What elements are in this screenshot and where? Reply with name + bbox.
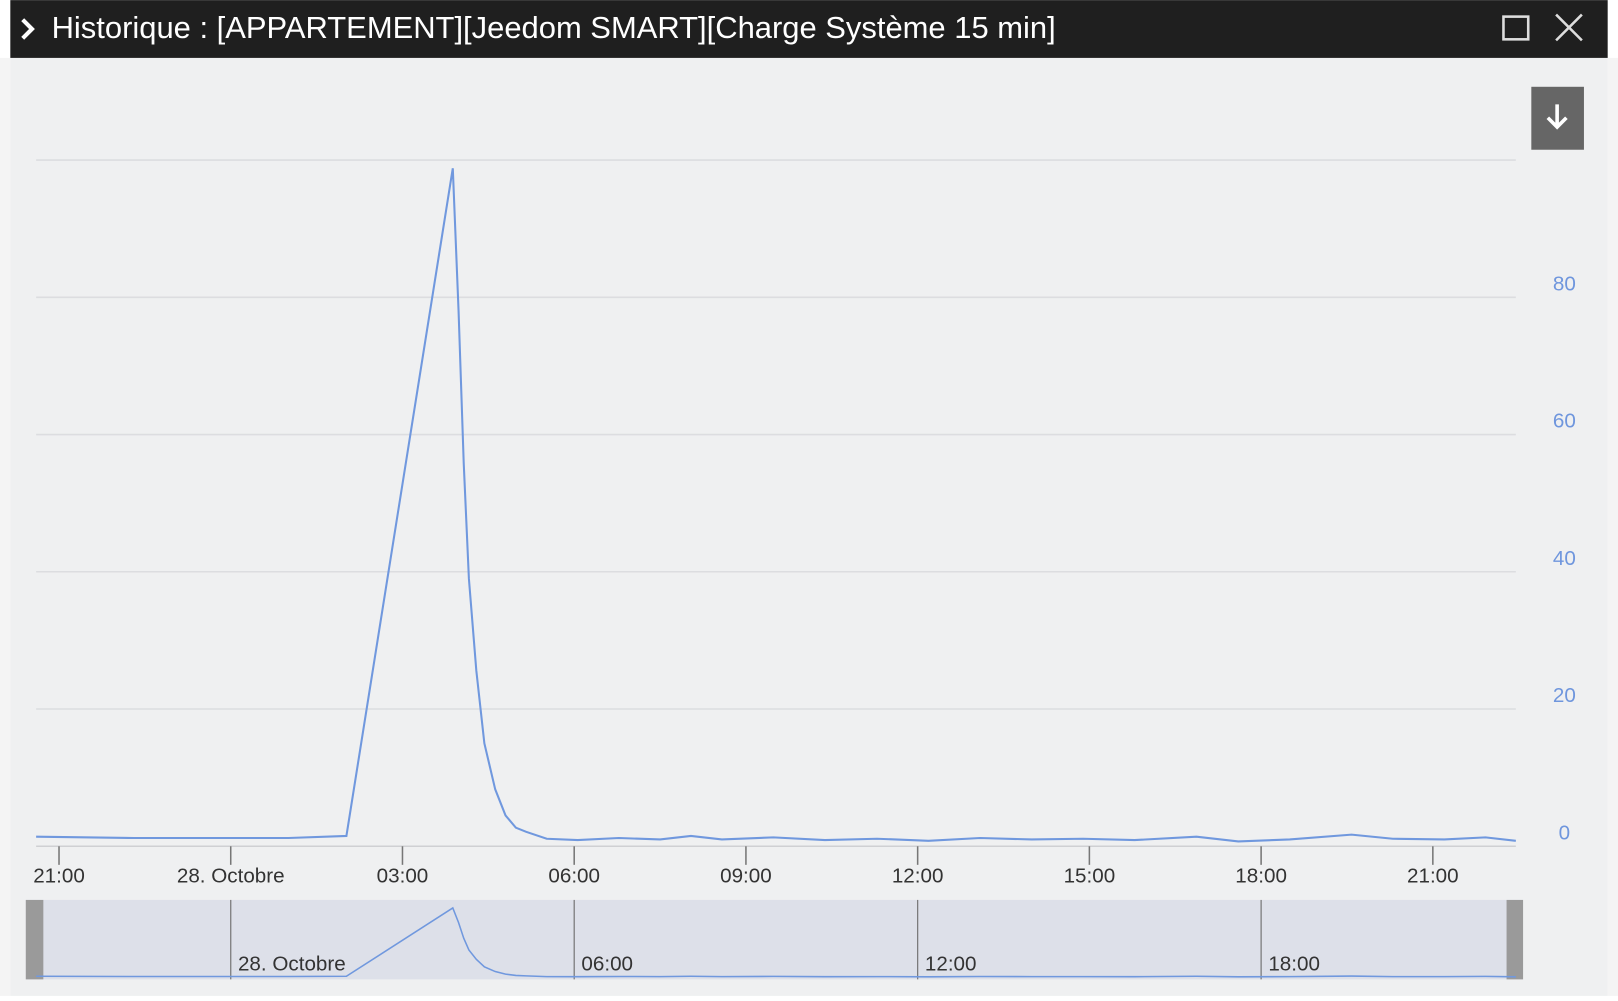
y-tick-label: 80 (1553, 272, 1576, 295)
page-behind (0, 57, 11, 996)
x-tick-label: 12:00 (892, 865, 944, 888)
y-tick-label: 40 (1553, 547, 1576, 570)
y-tick-label: 60 (1553, 410, 1576, 433)
y-tick-label: 0 (1559, 821, 1570, 844)
navigator-series (36, 906, 1516, 978)
navigator (25, 899, 1524, 980)
line-series (36, 168, 1516, 843)
maximize-button[interactable] (1502, 15, 1530, 41)
x-tick-label: 21:00 (1407, 865, 1459, 888)
navigator-handle[interactable] (25, 899, 44, 980)
download-icon (1546, 104, 1568, 130)
collapse-icon[interactable] (21, 18, 35, 40)
navigator-handle[interactable] (1506, 899, 1524, 980)
modal-body (10, 57, 1608, 996)
y-tick-label: 20 (1553, 684, 1576, 707)
navigator-tick-label: 28. Octobre (238, 952, 346, 975)
x-tick-label: 28. Octobre (177, 865, 285, 888)
navigator-tick-label: 18:00 (1268, 952, 1320, 975)
x-tick-label: 21:00 (33, 865, 85, 888)
title-bar (10, 0, 1608, 58)
x-tick-label: 18:00 (1235, 865, 1287, 888)
modal-title: Historique : [APPARTEMENT][Jeedom SMART]… (52, 10, 1056, 45)
x-tick-label: 15:00 (1064, 865, 1116, 888)
close-button[interactable] (1555, 13, 1583, 42)
x-tick-label: 06:00 (548, 865, 600, 888)
x-tick-label: 03:00 (377, 865, 429, 888)
x-tick-label: 09:00 (720, 865, 772, 888)
navigator-tick-label: 06:00 (581, 952, 633, 975)
navigator-tick-label: 12:00 (925, 952, 977, 975)
page-behind (1607, 57, 1618, 996)
